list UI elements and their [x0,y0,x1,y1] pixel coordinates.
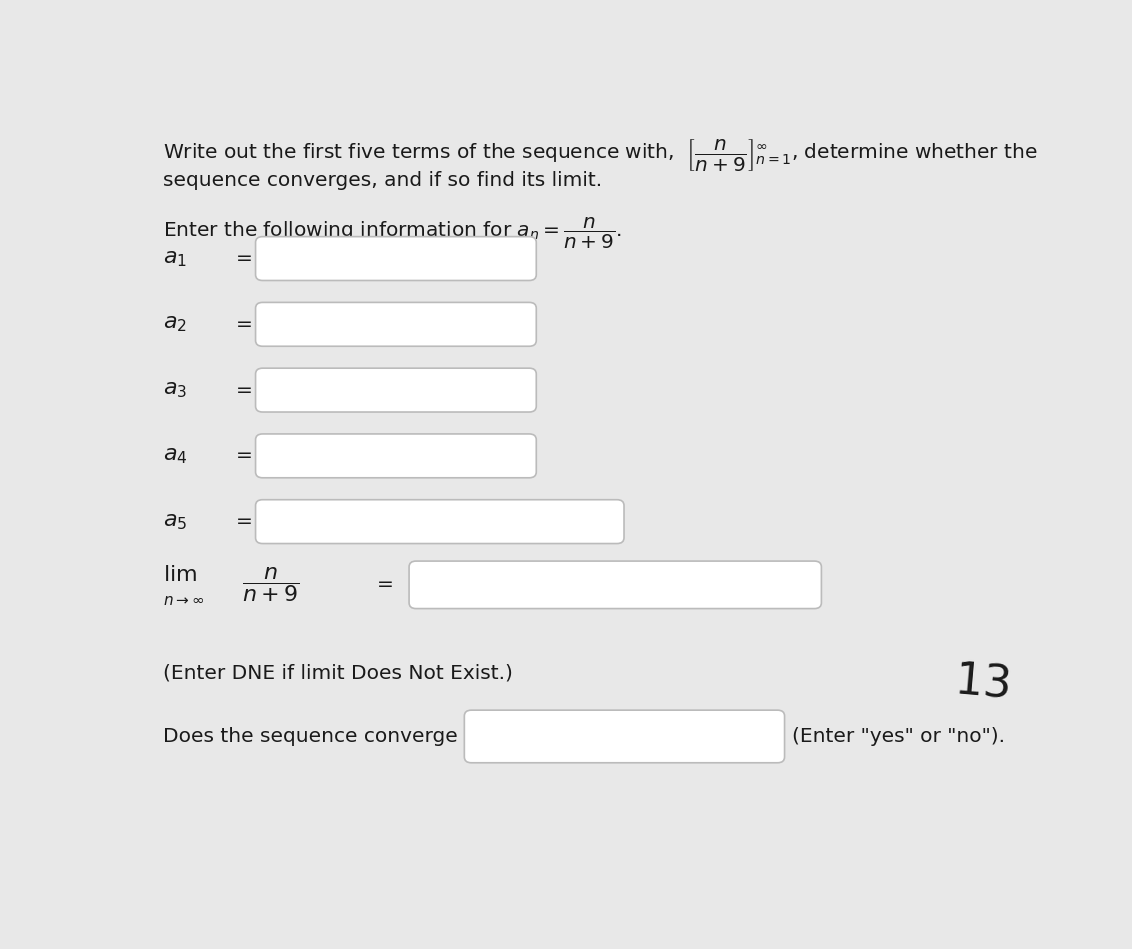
FancyBboxPatch shape [256,236,537,281]
Text: Enter the following information for $a_n = \dfrac{n}{n+9}$.: Enter the following information for $a_n… [163,216,623,251]
FancyBboxPatch shape [409,561,822,608]
Text: sequence converges, and if so find its limit.: sequence converges, and if so find its l… [163,171,602,190]
Text: $n{\to}\infty$: $n{\to}\infty$ [163,593,205,608]
FancyBboxPatch shape [464,710,784,763]
Text: (Enter DNE if limit Does Not Exist.): (Enter DNE if limit Does Not Exist.) [163,663,513,682]
FancyBboxPatch shape [256,303,537,346]
FancyBboxPatch shape [256,434,537,477]
Text: (Enter "yes" or "no").: (Enter "yes" or "no"). [792,727,1005,746]
Text: $a_2$: $a_2$ [163,314,187,334]
Text: $a_4$: $a_4$ [163,446,188,466]
FancyBboxPatch shape [256,368,537,412]
Text: $\it{13}$: $\it{13}$ [952,659,1011,706]
Text: =: = [237,446,254,465]
FancyBboxPatch shape [256,500,624,544]
Text: $a_3$: $a_3$ [163,381,188,400]
Text: $\lim$: $\lim$ [163,566,198,586]
Text: =: = [377,575,394,594]
Text: $\dfrac{n}{n+9}$: $\dfrac{n}{n+9}$ [242,566,300,605]
Text: =: = [237,381,254,400]
Text: =: = [237,315,254,334]
Text: Does the sequence converge: Does the sequence converge [163,727,458,746]
Text: $a_1$: $a_1$ [163,249,188,269]
Text: =: = [237,249,254,268]
Text: =: = [237,512,254,531]
Text: Write out the first five terms of the sequence with,  $\left[\dfrac{n}{n+9}\righ: Write out the first five terms of the se… [163,138,1038,174]
Text: $a_5$: $a_5$ [163,512,188,531]
